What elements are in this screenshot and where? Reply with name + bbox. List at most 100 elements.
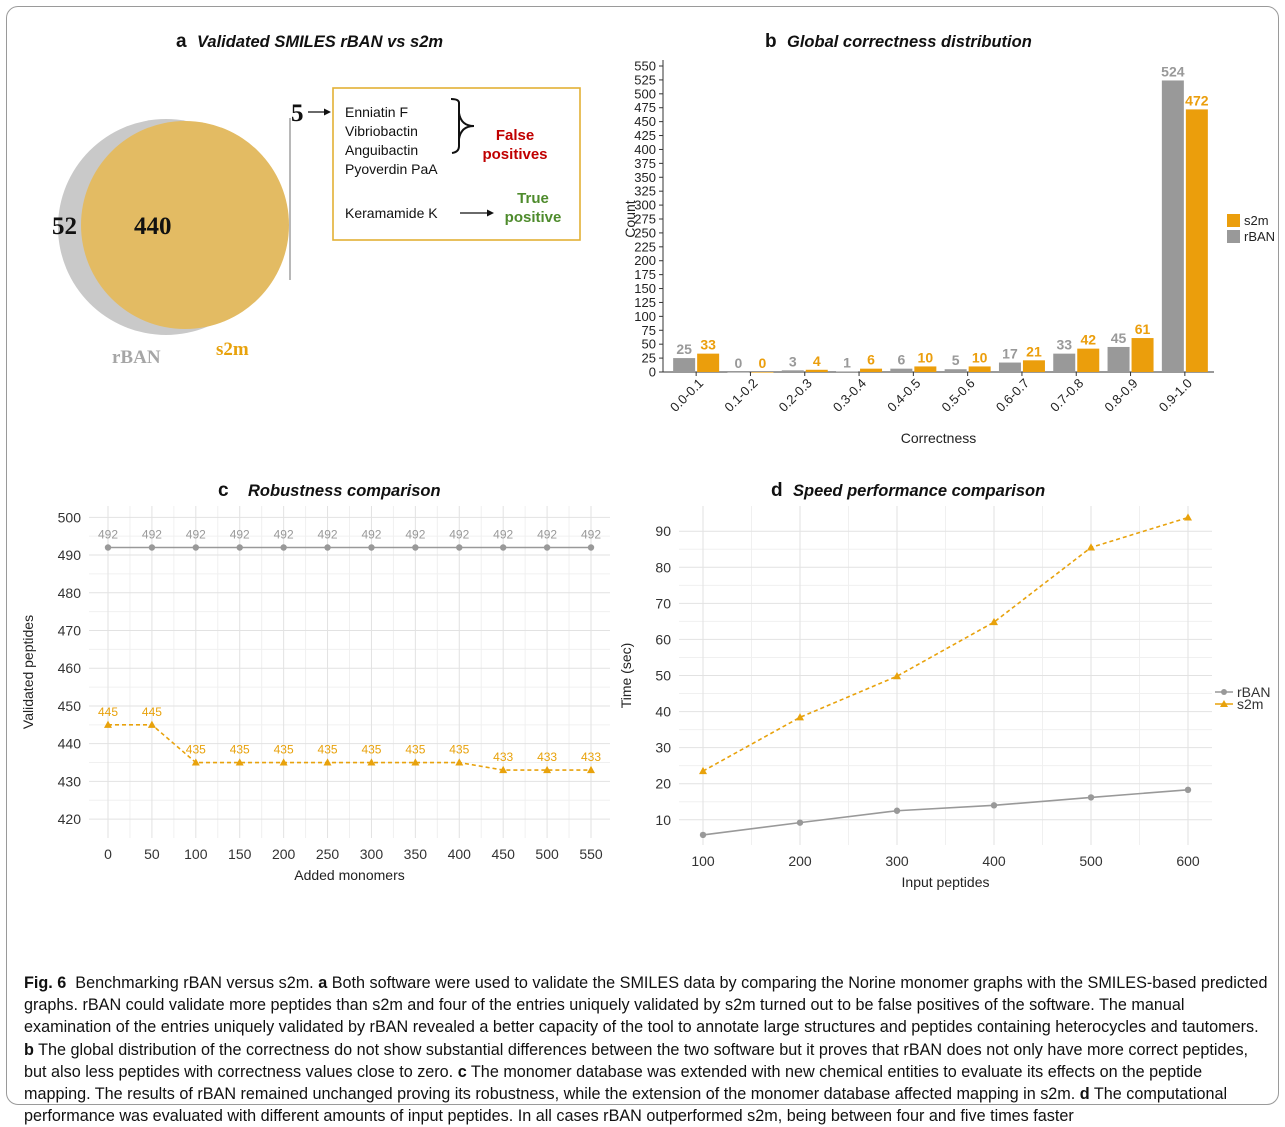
x-tick-label: 450 bbox=[492, 846, 516, 862]
bar-s2m bbox=[1022, 360, 1045, 372]
legend-key-marker-rban bbox=[1221, 689, 1227, 695]
point-rban bbox=[412, 544, 419, 551]
y-tick-label: 0 bbox=[649, 365, 656, 380]
panel-d-title-text: Speed performance comparison bbox=[793, 482, 1045, 500]
venn-label-s2m: s2m bbox=[216, 339, 249, 360]
y-tick-label: 275 bbox=[634, 212, 656, 227]
venn-count-shared: 440 bbox=[134, 213, 172, 240]
point-rban bbox=[543, 544, 551, 551]
y-tick-label: 150 bbox=[634, 281, 656, 296]
bar-rban bbox=[727, 372, 750, 373]
bar-value-label: 33 bbox=[1056, 337, 1072, 353]
false-entry: Anguibactin bbox=[345, 142, 418, 158]
x-tick-label: 0.3-0.4 bbox=[830, 376, 869, 415]
panel-b-letter: b bbox=[765, 31, 777, 52]
point-value-label: 492 bbox=[537, 528, 557, 542]
bar-value-label: 42 bbox=[1080, 332, 1096, 348]
false-positive-box: Enniatin F Vibriobactin Anguibactin Pyoverd… bbox=[332, 87, 581, 241]
bar-rban bbox=[890, 368, 913, 372]
x-tick-label: 100 bbox=[184, 846, 208, 862]
bar-value-label: 61 bbox=[1135, 321, 1151, 337]
bar-s2m bbox=[914, 366, 937, 372]
figure-caption: Fig. 6 Benchmarking rBAN versus s2m. a B… bbox=[24, 972, 1268, 1127]
point-value-label: 492 bbox=[186, 528, 206, 542]
x-tick-label: 0.0-0.1 bbox=[667, 376, 706, 415]
y-tick-label: 375 bbox=[634, 156, 656, 171]
panel-b-title: b Global correctness distribution bbox=[765, 31, 1032, 52]
point-rban bbox=[699, 831, 707, 839]
y-tick-label: 40 bbox=[655, 704, 671, 720]
caption-d-letter: d bbox=[1079, 1085, 1090, 1104]
y-tick-label: 60 bbox=[655, 631, 671, 647]
bar-s2m bbox=[1131, 338, 1154, 372]
bar-value-label: 6 bbox=[867, 352, 875, 368]
point-value-label: 433 bbox=[493, 750, 513, 764]
point-s2m bbox=[1087, 543, 1095, 551]
y-axis-title: Validated peptides bbox=[20, 615, 36, 729]
point-rban bbox=[104, 544, 112, 551]
legend-label-rban: rBAN bbox=[1244, 229, 1275, 244]
y-tick-label: 400 bbox=[634, 142, 656, 157]
x-tick-label: 550 bbox=[579, 846, 603, 862]
y-tick-label: 200 bbox=[634, 253, 656, 268]
y-tick-label: 10 bbox=[655, 812, 671, 828]
x-tick-label: 100 bbox=[691, 853, 715, 869]
y-tick-label: 125 bbox=[634, 295, 656, 310]
arrow-true-head bbox=[487, 209, 494, 217]
false-entry: Enniatin F bbox=[345, 104, 408, 120]
bar-value-label: 0 bbox=[735, 355, 743, 371]
bar-value-label: 45 bbox=[1111, 330, 1127, 346]
caption-a-letter: a bbox=[318, 974, 328, 992]
bar-value-label: 6 bbox=[897, 352, 905, 368]
bar-value-label: 5 bbox=[952, 352, 960, 368]
x-tick-label: 200 bbox=[788, 853, 812, 869]
bar-s2m bbox=[860, 368, 883, 372]
legend-label-s2m: s2m bbox=[1237, 696, 1263, 712]
y-tick-label: 300 bbox=[634, 198, 656, 213]
point-value-label: 435 bbox=[230, 743, 250, 757]
panel-c-title-text: Robustness comparison bbox=[248, 482, 441, 500]
point-s2m bbox=[411, 758, 420, 766]
point-s2m bbox=[367, 758, 376, 766]
x-tick-label: 350 bbox=[404, 846, 428, 862]
y-tick-label: 420 bbox=[58, 811, 82, 827]
point-value-label: 445 bbox=[98, 705, 118, 719]
panel-d-letter: d bbox=[771, 480, 783, 501]
point-value-label: 492 bbox=[361, 528, 381, 542]
point-rban bbox=[499, 544, 507, 551]
y-tick-label: 475 bbox=[634, 100, 656, 115]
legend-label-rban: rBAN bbox=[1237, 684, 1270, 700]
x-tick-label: 250 bbox=[316, 846, 340, 862]
y-tick-label: 550 bbox=[634, 59, 656, 74]
bar-rban bbox=[836, 371, 859, 373]
y-tick-label: 20 bbox=[655, 776, 671, 792]
x-tick-label: 0.7-0.8 bbox=[1047, 376, 1086, 415]
point-s2m bbox=[699, 766, 707, 775]
x-tick-label: 600 bbox=[1176, 853, 1200, 869]
point-s2m bbox=[499, 765, 508, 774]
x-tick-label: 0.4-0.5 bbox=[884, 376, 923, 415]
x-tick-label: 200 bbox=[272, 846, 296, 862]
bar-value-label: 10 bbox=[972, 349, 988, 365]
y-tick-label: 30 bbox=[655, 740, 671, 756]
x-axis-title: Added monomers bbox=[294, 867, 405, 883]
y-tick-label: 480 bbox=[58, 585, 82, 601]
point-value-label: 435 bbox=[361, 743, 381, 757]
panel-c-letter: c bbox=[218, 480, 229, 501]
point-s2m bbox=[1184, 513, 1192, 521]
x-tick-label: 500 bbox=[1079, 853, 1103, 869]
y-tick-label: 175 bbox=[634, 267, 656, 282]
point-s2m bbox=[543, 765, 552, 774]
bar-value-label: 0 bbox=[759, 355, 767, 371]
point-rban bbox=[796, 819, 804, 826]
venn-diagram: 52 440 rBAN s2m 5 bbox=[52, 100, 331, 368]
point-value-label: 435 bbox=[274, 743, 294, 757]
x-tick-label: 0 bbox=[104, 846, 112, 862]
point-value-label: 492 bbox=[142, 528, 162, 542]
bar-value-label: 524 bbox=[1161, 63, 1185, 79]
panel-a-title: a Validated SMILES rBAN vs s2m bbox=[176, 31, 443, 52]
bar-s2m bbox=[751, 372, 774, 373]
bar-s2m bbox=[805, 369, 828, 372]
caption-a-text: Both software were used to validate the … bbox=[24, 974, 1268, 1037]
